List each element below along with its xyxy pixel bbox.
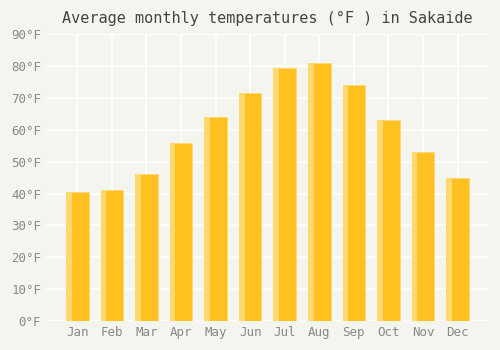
Bar: [204, 117, 227, 321]
Bar: [446, 178, 469, 321]
Bar: [308, 63, 330, 321]
Bar: [239, 93, 262, 321]
Bar: [274, 68, 296, 321]
Bar: [66, 192, 71, 321]
Bar: [412, 152, 418, 321]
Bar: [446, 178, 452, 321]
Bar: [135, 174, 141, 321]
Bar: [100, 190, 106, 321]
Bar: [66, 192, 88, 321]
Bar: [274, 68, 279, 321]
Bar: [342, 85, 365, 321]
Bar: [170, 142, 175, 321]
Title: Average monthly temperatures (°F ) in Sakaide: Average monthly temperatures (°F ) in Sa…: [62, 11, 472, 26]
Bar: [170, 142, 192, 321]
Bar: [377, 120, 383, 321]
Bar: [135, 174, 158, 321]
Bar: [308, 63, 314, 321]
Bar: [377, 120, 400, 321]
Bar: [239, 93, 244, 321]
Bar: [100, 190, 123, 321]
Bar: [342, 85, 348, 321]
Bar: [412, 152, 434, 321]
Bar: [204, 117, 210, 321]
